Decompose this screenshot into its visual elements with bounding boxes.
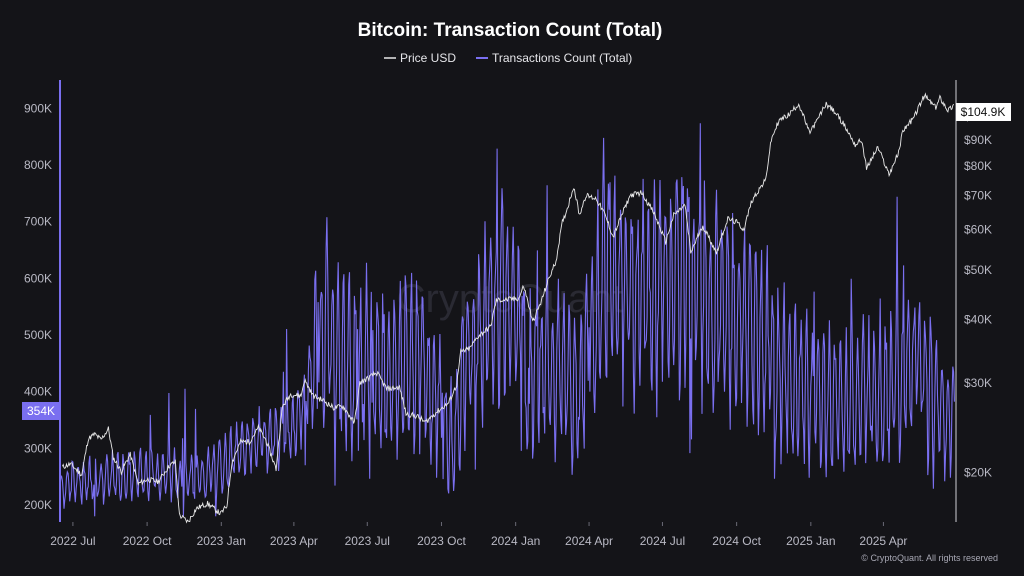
y-right-tick-label: $90K	[964, 133, 992, 147]
price-series-layer	[61, 92, 954, 524]
current-tx-label: 354K	[27, 404, 55, 418]
watermark: CryptoQuant	[397, 277, 624, 321]
y-left-tick-label: 900K	[24, 101, 52, 115]
chart-title: Bitcoin: Transaction Count (Total)	[358, 20, 663, 41]
x-tick-label: 2022 Jul	[50, 534, 95, 548]
current-price-marker: $104.9K	[956, 103, 1011, 121]
x-tick-label: 2024 Oct	[712, 534, 761, 548]
y-right-tick-label: $80K	[964, 159, 992, 173]
footer-copyright: © CryptoQuant. All rights reserved	[861, 553, 998, 563]
x-axis-ticks: 2022 Jul 2022 Oct 2023 Jan 2023 Apr 2023 Jul…	[50, 522, 907, 548]
x-tick-label: 2023 Jan	[197, 534, 246, 548]
x-tick-label: 2023 Oct	[417, 534, 466, 548]
x-tick-label: 2022 Oct	[123, 534, 172, 548]
x-tick-label: 2024 Jul	[640, 534, 685, 548]
legend-price-label: Price USD	[400, 51, 456, 65]
x-tick-label: 2024 Apr	[565, 534, 613, 548]
y-left-tick-label: 600K	[24, 271, 52, 285]
y-right-tick-label: $40K	[964, 312, 992, 326]
tx-count-line	[59, 123, 955, 517]
current-tx-marker: 354K	[22, 402, 60, 420]
y-right-tick-label: $30K	[964, 376, 992, 390]
x-tick-label: 2025 Apr	[859, 534, 907, 548]
y-left-tick-label: 700K	[24, 215, 52, 229]
y-right-tick-label: $20K	[964, 466, 992, 480]
x-tick-label: 2024 Jan	[491, 534, 540, 548]
y-right-tick-label: $60K	[964, 223, 992, 237]
left-axis-ticks: 200K 300K 400K 500K 600K 700K 800K 900K	[24, 101, 52, 512]
current-price-label: $104.9K	[961, 105, 1006, 119]
y-left-tick-label: 300K	[24, 441, 52, 455]
y-left-tick-label: 200K	[24, 498, 52, 512]
tx-series-layer	[59, 123, 955, 517]
current-tx-tag	[22, 402, 60, 420]
y-left-tick-label: 800K	[24, 158, 52, 172]
legend: Price USD Transactions Count (Total)	[384, 51, 632, 65]
price-usd-line	[61, 92, 954, 524]
y-right-tick-label: $50K	[964, 263, 992, 277]
y-left-tick-label: 400K	[24, 385, 52, 399]
legend-tx-label: Transactions Count (Total)	[492, 51, 632, 65]
x-tick-label: 2023 Jul	[345, 534, 390, 548]
footer: © CryptoQuant. All rights reserved	[861, 553, 998, 563]
y-right-tick-label: $70K	[964, 189, 992, 203]
right-axis-ticks: $20K$30K$40K$50K$60K$70K$80K$90K$100K	[964, 110, 999, 480]
current-price-tag	[956, 103, 1011, 121]
footer-text: CryptoQuant. All rights reserved	[870, 553, 998, 563]
y-left-tick-label: 500K	[24, 328, 52, 342]
x-tick-label: 2023 Apr	[270, 534, 318, 548]
x-tick-label: 2025 Jan	[786, 534, 835, 548]
